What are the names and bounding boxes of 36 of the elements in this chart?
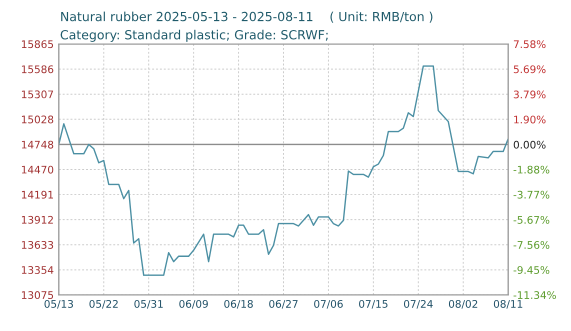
y2-tick-label: -3.77%	[514, 190, 550, 199]
x-tick-label: 07/15	[359, 300, 388, 309]
y-tick-label: 14191	[22, 190, 53, 199]
x-tick-label: 05/13	[44, 300, 73, 309]
x-tick-label: 06/27	[269, 300, 298, 309]
chart-subtitle: Category: Standard plastic; Grade: SCRWF;	[60, 30, 328, 42]
x-tick-label: 08/02	[448, 300, 478, 309]
x-tick-label: 08/11	[494, 300, 522, 309]
y-tick-label: 15865	[22, 40, 54, 48]
y2-tick-label: -5.67%	[514, 216, 550, 224]
y2-tick-label: 5.69%	[514, 65, 546, 74]
y2-tick-label: 3.79%	[514, 90, 546, 98]
y2-tick-label: -9.45%	[514, 266, 550, 274]
y-tick-label: 13633	[22, 240, 54, 249]
line-series	[58, 65, 508, 276]
y-tick-label: 15028	[22, 116, 54, 124]
y-tick-label: 13912	[22, 216, 53, 224]
x-tick-label: 06/18	[224, 300, 253, 309]
y-tick-label: 14748	[22, 140, 54, 149]
y-tick-label: 15307	[22, 90, 54, 98]
y-tick-label: 13354	[22, 266, 54, 274]
y2-tick-label: 1.90%	[514, 116, 546, 124]
x-tick-label: 06/09	[179, 300, 208, 309]
y2-tick-label: 7.58%	[514, 40, 546, 48]
x-tick-label: 05/22	[89, 300, 118, 309]
y2-tick-label: -7.56%	[514, 241, 550, 249]
y-tick-label: 13075	[22, 291, 54, 300]
x-tick-label: 07/24	[404, 300, 433, 309]
y-tick-label: 15586	[22, 65, 54, 74]
y-tick-label: 14470	[22, 166, 54, 174]
x-tick-label: 05/31	[134, 300, 163, 309]
chart-title: Natural rubber 2025-05-13 - 2025-08-11 ( Unit: RMB/ton )	[61, 12, 432, 23]
y2-tick-label: 0.00%	[514, 140, 546, 149]
x-tick-label: 07/06	[314, 300, 343, 309]
y2-tick-label: -1.88%	[514, 166, 550, 174]
y2-tick-label: -11.34%	[514, 291, 556, 300]
